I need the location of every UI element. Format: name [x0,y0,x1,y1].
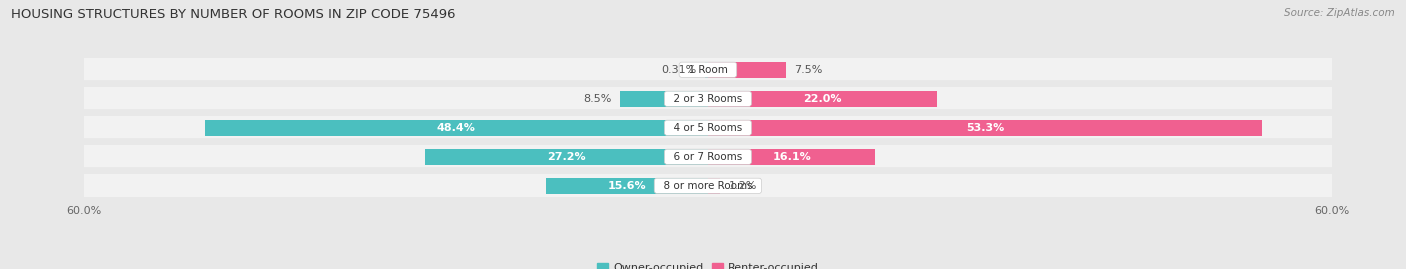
Text: 27.2%: 27.2% [547,152,586,162]
Text: HOUSING STRUCTURES BY NUMBER OF ROOMS IN ZIP CODE 75496: HOUSING STRUCTURES BY NUMBER OF ROOMS IN… [11,8,456,21]
Legend: Owner-occupied, Renter-occupied: Owner-occupied, Renter-occupied [598,263,818,269]
Bar [620,91,707,107]
Text: 6 or 7 Rooms: 6 or 7 Rooms [666,152,749,162]
Text: Source: ZipAtlas.com: Source: ZipAtlas.com [1284,8,1395,18]
Text: 8 or more Rooms: 8 or more Rooms [657,181,759,191]
Text: 22.0%: 22.0% [803,94,842,104]
Bar [707,178,720,194]
Text: 7.5%: 7.5% [794,65,823,75]
Bar [84,58,1331,81]
Bar [205,120,707,136]
Bar [704,62,707,78]
Bar [707,120,1263,136]
Text: 8.5%: 8.5% [583,94,612,104]
Text: 48.4%: 48.4% [437,123,475,133]
Text: 0.31%: 0.31% [661,65,696,75]
Bar [546,178,707,194]
Text: 2 or 3 Rooms: 2 or 3 Rooms [666,94,749,104]
Bar [707,149,876,165]
Bar [84,87,1331,110]
Bar [425,149,707,165]
Bar [84,174,1331,197]
Bar [84,116,1331,139]
Bar [84,145,1331,168]
Text: 1.2%: 1.2% [728,181,756,191]
Text: 15.6%: 15.6% [607,181,647,191]
Bar [707,91,936,107]
Text: 53.3%: 53.3% [966,123,1004,133]
Text: 4 or 5 Rooms: 4 or 5 Rooms [666,123,749,133]
Bar [707,62,786,78]
Text: 16.1%: 16.1% [772,152,811,162]
Text: 1 Room: 1 Room [682,65,734,75]
